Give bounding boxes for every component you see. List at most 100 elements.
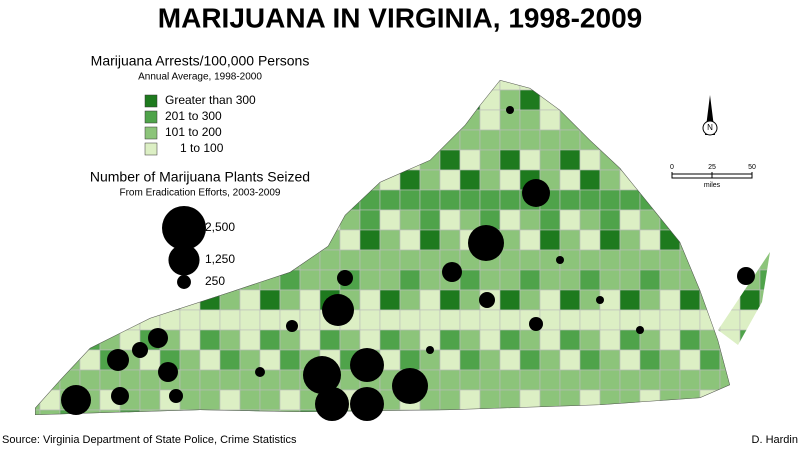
county	[659, 109, 681, 131]
county	[39, 80, 61, 91]
title: MARIJUANA IN VIRGINIA, 1998-2009	[158, 2, 642, 33]
county	[739, 89, 761, 111]
county	[499, 189, 521, 211]
county	[439, 209, 461, 231]
county	[35, 149, 41, 171]
county	[259, 229, 281, 251]
county	[199, 289, 221, 311]
county	[699, 309, 721, 331]
county	[439, 89, 461, 111]
county	[259, 149, 281, 171]
county	[259, 80, 281, 91]
county	[699, 209, 721, 231]
county	[139, 369, 161, 391]
county	[459, 389, 481, 411]
legend-label: 250	[205, 274, 225, 288]
county	[119, 229, 141, 251]
county	[99, 89, 121, 111]
county	[759, 409, 770, 415]
county	[399, 189, 421, 211]
county	[259, 269, 281, 291]
county	[339, 249, 361, 271]
county	[559, 89, 581, 111]
county	[119, 89, 141, 111]
county	[199, 389, 221, 411]
county	[239, 109, 261, 131]
county	[579, 409, 601, 415]
county	[599, 89, 621, 111]
county	[579, 189, 601, 211]
county	[139, 289, 161, 311]
county	[479, 149, 501, 171]
county	[279, 80, 301, 91]
county	[659, 169, 681, 191]
county	[35, 309, 41, 331]
county	[619, 89, 641, 111]
county	[339, 209, 361, 231]
legend-title: Marijuana Arrests/100,000 Persons	[91, 53, 310, 69]
county	[759, 269, 770, 291]
county	[579, 369, 601, 391]
county	[279, 349, 301, 371]
county	[239, 269, 261, 291]
legend-label: Greater than 300	[165, 93, 256, 107]
county	[619, 369, 641, 391]
county	[519, 229, 541, 251]
county	[419, 129, 441, 151]
county	[659, 229, 681, 251]
county	[399, 109, 421, 131]
county	[559, 189, 581, 211]
county	[219, 409, 241, 415]
county	[459, 169, 481, 191]
county	[59, 269, 81, 291]
county	[619, 329, 641, 351]
county	[679, 149, 701, 171]
county	[419, 249, 441, 271]
county	[579, 249, 601, 271]
county	[559, 329, 581, 351]
county	[59, 329, 81, 351]
county	[659, 349, 681, 371]
county	[419, 209, 441, 231]
county	[719, 189, 741, 211]
county	[459, 89, 481, 111]
county	[719, 89, 741, 111]
county	[99, 409, 121, 415]
county	[399, 349, 421, 371]
legend-label: 1,250	[205, 252, 235, 266]
county	[759, 149, 770, 171]
county	[539, 269, 561, 291]
county	[559, 129, 581, 151]
county	[419, 80, 441, 91]
county	[319, 269, 341, 291]
county	[599, 149, 621, 171]
county	[679, 309, 701, 331]
county	[759, 129, 770, 151]
county	[699, 189, 721, 211]
county	[679, 169, 701, 191]
county	[35, 169, 41, 191]
county	[459, 369, 481, 391]
county	[299, 269, 321, 291]
county	[279, 409, 301, 415]
county	[119, 109, 141, 131]
county	[139, 229, 161, 251]
county	[699, 80, 721, 91]
county	[579, 389, 601, 411]
county	[359, 269, 381, 291]
county	[119, 289, 141, 311]
county	[739, 349, 761, 371]
county	[419, 409, 441, 415]
county	[499, 409, 521, 415]
county	[239, 229, 261, 251]
county	[559, 369, 581, 391]
county	[319, 149, 341, 171]
county	[619, 109, 641, 131]
county	[119, 209, 141, 231]
county	[119, 409, 141, 415]
county	[35, 80, 41, 91]
county	[59, 89, 81, 111]
county	[539, 329, 561, 351]
county	[399, 289, 421, 311]
county	[35, 249, 41, 271]
